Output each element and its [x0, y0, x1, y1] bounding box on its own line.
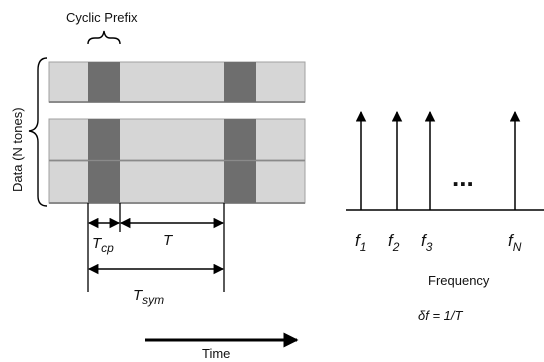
- frequency-label: Frequency: [428, 273, 490, 288]
- cyclic-prefix-brace: [87, 30, 121, 45]
- ellipsis: ...: [452, 162, 474, 192]
- data-brace: [28, 57, 48, 207]
- data-band-row-2: [48, 118, 306, 161]
- tsym-label: Tsym: [133, 287, 164, 307]
- cyclic-prefix-block: [224, 119, 256, 160]
- time-label: Time: [202, 346, 230, 361]
- tcp-label: Tcp: [92, 235, 114, 255]
- fn-label: fN: [508, 231, 522, 254]
- cyclic-prefix-block: [224, 62, 256, 102]
- f2-label: f2: [388, 231, 400, 254]
- cyclic-prefix-label: Cyclic Prefix: [66, 10, 138, 25]
- cyclic-prefix-block: [88, 161, 120, 203]
- spacing-formula: δf = 1/T: [418, 308, 463, 323]
- t-label: T: [163, 232, 174, 249]
- cyclic-prefix-block: [88, 62, 120, 102]
- data-band-row-1: [48, 61, 306, 103]
- cyclic-prefix-block: [88, 119, 120, 160]
- f1-label: f1: [355, 231, 366, 254]
- data-tones-label: Data (N tones): [10, 107, 25, 192]
- cyclic-prefix-block: [224, 161, 256, 203]
- f3-label: f3: [421, 231, 433, 254]
- data-band-row-3: [48, 160, 306, 204]
